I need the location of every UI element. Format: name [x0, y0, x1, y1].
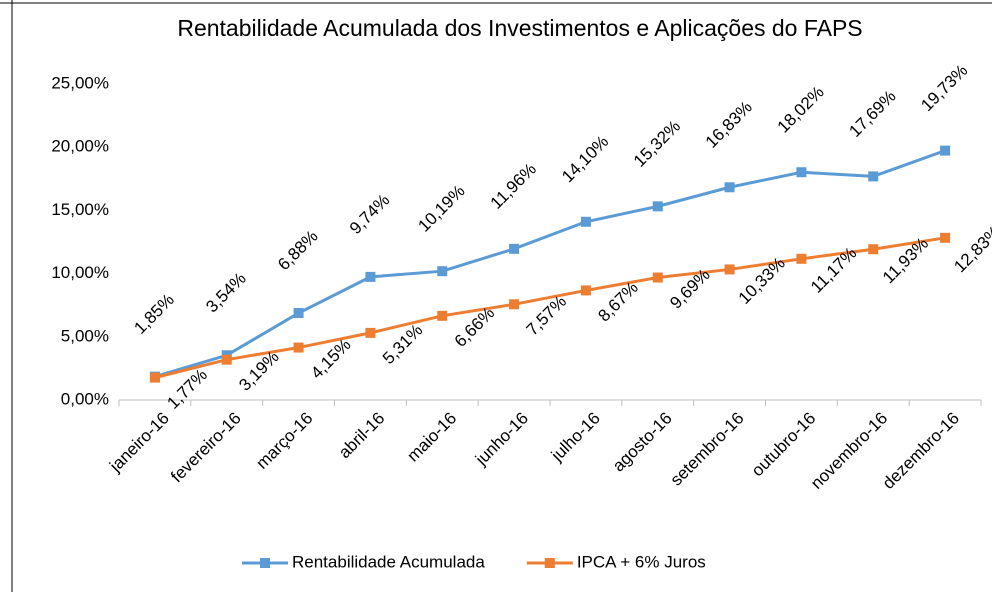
x-tick-label: março-16 — [252, 409, 316, 473]
x-tick-label: junho-16 — [471, 409, 532, 470]
point-marker — [796, 253, 807, 264]
data-label: 6,88% — [274, 227, 322, 275]
point-marker — [293, 342, 304, 353]
data-label: 10,33% — [735, 254, 789, 308]
data-label: 11,17% — [807, 243, 860, 296]
point-marker — [509, 243, 520, 254]
y-tick-label: 20,00% — [51, 137, 109, 156]
data-label: 17,69% — [845, 87, 899, 141]
series-line — [154, 236, 946, 380]
legend-label: IPCA + 6% Juros — [577, 552, 706, 571]
data-label: 19,73% — [917, 61, 971, 115]
data-label: 16,83% — [702, 97, 756, 151]
data-label: 9,74% — [346, 190, 394, 238]
data-label: 10,19% — [414, 181, 468, 235]
data-label: 11,93% — [879, 234, 932, 287]
point-marker — [796, 167, 807, 178]
point-marker — [509, 299, 520, 310]
x-tick-label: maio-16 — [403, 409, 460, 466]
data-label: 11,96% — [487, 159, 540, 212]
data-label: 18,02% — [774, 82, 828, 136]
x-tick-label: dezembro-16 — [879, 409, 963, 493]
data-label: 5,31% — [379, 320, 427, 368]
point-marker — [724, 182, 735, 193]
y-tick-label: 25,00% — [51, 73, 109, 92]
legend-label: Rentabilidade Acumulada — [292, 552, 485, 571]
x-tick-label: outubro-16 — [748, 409, 820, 481]
x-tick-label: julho-16 — [547, 409, 604, 466]
legend-marker — [544, 558, 555, 568]
point-marker — [724, 264, 735, 275]
data-label: 14,10% — [558, 132, 612, 186]
point-marker — [365, 271, 376, 282]
point-marker — [437, 266, 448, 277]
point-marker — [940, 232, 951, 243]
y-tick-label: 15,00% — [51, 200, 109, 219]
data-label: 3,54% — [202, 269, 250, 317]
point-marker — [365, 327, 376, 338]
data-label: 1,85% — [130, 290, 178, 338]
point-marker — [293, 308, 304, 319]
y-tick-label: 10,00% — [51, 263, 109, 282]
point-marker — [580, 285, 591, 296]
x-tick-label: abril-16 — [335, 409, 389, 463]
data-label: 12,83% — [950, 222, 992, 276]
chart-title: Rentabilidade Acumulada dos Investimento… — [177, 15, 862, 41]
point-marker — [437, 310, 448, 321]
point-marker — [652, 272, 663, 283]
point-marker — [940, 145, 951, 156]
point-marker — [652, 201, 663, 212]
x-tick-label: setembro-16 — [667, 409, 748, 490]
y-tick-label: 5,00% — [61, 326, 109, 345]
point-marker — [580, 216, 591, 227]
point-marker — [868, 171, 879, 182]
data-label: 9,69% — [666, 265, 714, 313]
x-tick-label: janeiro-16 — [105, 409, 173, 477]
point-marker — [149, 372, 160, 383]
point-marker — [221, 354, 232, 365]
x-tick-label: fevereiro-16 — [167, 409, 245, 487]
legend-marker — [260, 558, 270, 568]
data-label: 15,32% — [630, 117, 684, 171]
series-line — [154, 149, 946, 379]
y-tick-label: 0,00% — [61, 389, 109, 408]
point-marker — [868, 244, 879, 255]
x-tick-label: agosto-16 — [609, 409, 676, 476]
